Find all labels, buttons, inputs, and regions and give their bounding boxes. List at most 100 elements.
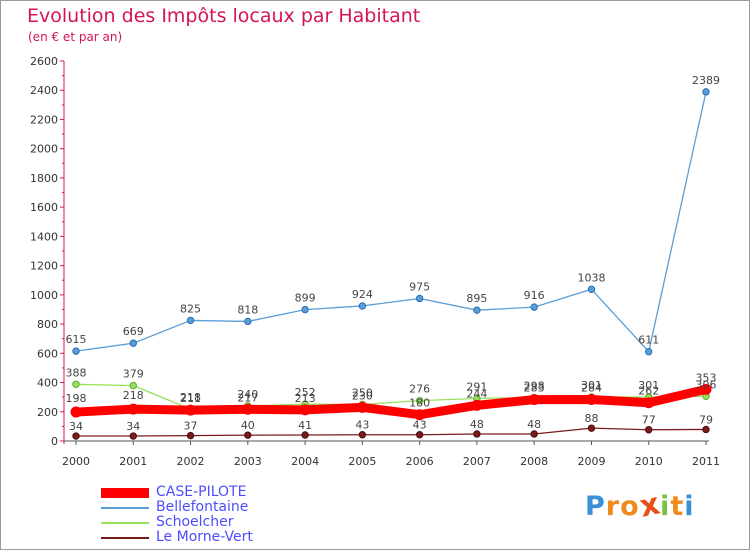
chart-subtitle: (en € et par an) [28, 30, 123, 44]
data-point [70, 406, 82, 418]
y-tick-label: 0 [51, 435, 58, 448]
data-point [415, 431, 424, 439]
data-point [299, 404, 311, 416]
data-label: 611 [638, 334, 659, 347]
y-tick-label: 1800 [30, 172, 58, 185]
data-point [702, 88, 710, 96]
data-point [473, 306, 481, 314]
data-label: 916 [524, 289, 545, 302]
data-point [530, 430, 538, 438]
data-point [587, 424, 596, 432]
x-tick-label: 2009 [577, 455, 605, 468]
data-point [473, 430, 481, 438]
data-point [242, 403, 254, 415]
logo-letter: r [605, 491, 621, 522]
data-point [415, 396, 424, 405]
data-label: 283 [524, 382, 545, 395]
data-label: 825 [180, 302, 201, 315]
x-tick-label: 2006 [406, 455, 434, 468]
series-line-case-pilote [71, 384, 711, 420]
data-label: 43 [413, 419, 427, 432]
data-label: 276 [409, 383, 430, 396]
x-tick-label: 2000 [62, 455, 90, 468]
legend-swatch [101, 522, 149, 524]
data-label: 218 [180, 391, 201, 404]
data-point [414, 409, 426, 421]
data-point [700, 383, 712, 395]
data-point [585, 393, 597, 405]
data-label: 353 [696, 371, 717, 384]
data-label: 213 [295, 392, 316, 405]
logo-letter: P [585, 491, 606, 522]
data-label: 306 [696, 378, 717, 391]
data-label: 217 [237, 391, 258, 404]
data-label: 291 [466, 380, 487, 393]
data-point [530, 303, 538, 311]
data-point [72, 432, 80, 440]
y-tick-label: 2600 [30, 55, 58, 68]
data-label: 88 [584, 412, 598, 425]
data-point [358, 302, 367, 310]
data-label: 379 [123, 368, 144, 381]
x-tick-label: 2005 [348, 455, 376, 468]
data-label: 388 [66, 366, 87, 379]
y-tick-label: 2200 [30, 113, 58, 126]
data-point [301, 431, 309, 439]
data-point [587, 285, 596, 293]
data-point [645, 426, 653, 434]
x-tick-label: 2010 [635, 455, 663, 468]
data-label: 301 [638, 379, 659, 392]
data-point [415, 294, 424, 303]
data-point [528, 394, 540, 406]
data-point [127, 403, 139, 415]
data-point [129, 339, 137, 347]
data-label: 669 [123, 325, 144, 338]
data-point [702, 425, 710, 434]
data-label: 818 [237, 303, 258, 316]
legend-label: Le Morne-Vert [156, 529, 253, 545]
series-line-le-morne-vert [75, 427, 707, 437]
data-label: 240 [237, 388, 258, 401]
x-tick-label: 2004 [291, 455, 319, 468]
y-tick-label: 1000 [30, 289, 58, 302]
y-tick-label: 800 [37, 318, 58, 331]
data-label: 40 [241, 419, 255, 432]
data-point [645, 348, 653, 356]
data-point [358, 431, 367, 439]
data-label: 34 [126, 420, 140, 433]
data-point [244, 431, 252, 439]
y-tick-label: 200 [37, 406, 58, 419]
data-label: 244 [466, 387, 487, 400]
data-point [186, 431, 195, 440]
data-point [72, 380, 80, 388]
data-point [186, 316, 195, 325]
series-line-bellefontaine [75, 91, 707, 353]
data-label: 895 [466, 292, 487, 305]
logo-letter: i [660, 491, 671, 522]
data-point [356, 401, 368, 413]
data-label: 284 [581, 381, 602, 394]
data-point [643, 397, 655, 409]
data-point [129, 381, 137, 390]
data-label: 37 [184, 420, 198, 433]
data-point [72, 347, 80, 355]
proxiti-logo: Proxiti [585, 486, 695, 524]
data-label: 2389 [692, 74, 720, 87]
data-label: 79 [699, 413, 713, 426]
chart-title: Evolution des Impôts locaux par Habitant [27, 5, 421, 27]
data-label: 48 [527, 418, 541, 431]
data-label: 218 [123, 389, 144, 402]
data-point [185, 404, 197, 416]
data-label: 301 [581, 379, 602, 392]
data-label: 1038 [577, 271, 605, 284]
y-tick-label: 1600 [30, 201, 58, 214]
data-label: 211 [180, 392, 201, 405]
data-point [471, 399, 483, 411]
logo-letter: o [620, 491, 640, 522]
data-label: 262 [638, 385, 659, 398]
data-label: 180 [409, 397, 430, 410]
x-tick-label: 2007 [463, 455, 491, 468]
data-label: 899 [295, 292, 316, 305]
